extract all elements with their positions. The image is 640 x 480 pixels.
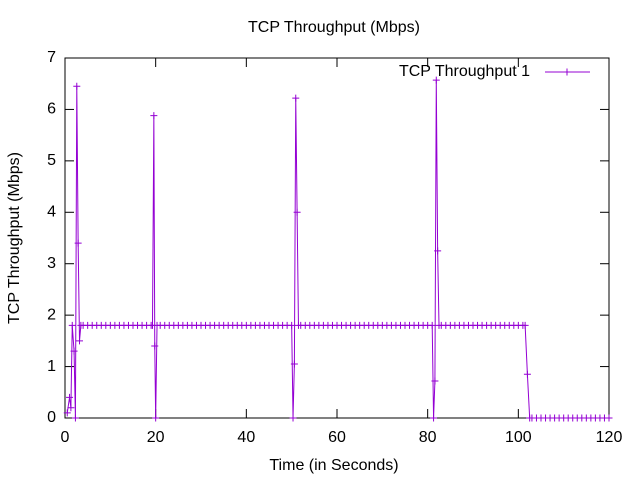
legend-marker bbox=[563, 68, 571, 76]
x-tick-label: 80 bbox=[419, 429, 437, 446]
point-marker bbox=[428, 321, 436, 329]
y-tick-label: 0 bbox=[47, 409, 56, 426]
point-marker bbox=[151, 342, 159, 350]
y-tick-label: 2 bbox=[47, 306, 56, 323]
y-axis-label: TCP Throughput (Mbps) bbox=[6, 152, 23, 324]
point-marker bbox=[434, 247, 442, 255]
x-axis-label: Time (in Seconds) bbox=[269, 457, 398, 474]
point-marker bbox=[71, 414, 79, 422]
point-marker bbox=[431, 377, 439, 385]
x-tick-label: 120 bbox=[596, 429, 623, 446]
point-marker bbox=[73, 82, 81, 90]
point-marker bbox=[290, 360, 298, 368]
point-marker bbox=[76, 337, 84, 345]
point-marker bbox=[68, 321, 76, 329]
y-tick-label: 4 bbox=[47, 204, 56, 221]
point-marker bbox=[523, 370, 531, 378]
point-marker bbox=[288, 321, 296, 329]
point-marker bbox=[605, 414, 613, 422]
point-marker bbox=[63, 409, 71, 417]
point-marker bbox=[521, 321, 529, 329]
y-tick-label: 7 bbox=[47, 49, 56, 66]
x-tick-label: 40 bbox=[237, 429, 255, 446]
legend-label: TCP Throughput 1 bbox=[399, 63, 530, 80]
chart-title: TCP Throughput (Mbps) bbox=[248, 19, 420, 36]
point-marker bbox=[152, 414, 160, 422]
point-marker bbox=[432, 76, 440, 84]
x-tick-label: 60 bbox=[328, 429, 346, 446]
point-marker bbox=[74, 239, 82, 247]
point-marker bbox=[70, 347, 78, 355]
point-marker bbox=[67, 404, 75, 412]
y-tick-label: 1 bbox=[47, 358, 56, 375]
point-marker bbox=[66, 393, 74, 401]
x-tick-label: 100 bbox=[505, 429, 532, 446]
x-tick-label: 0 bbox=[61, 429, 70, 446]
point-marker bbox=[292, 94, 300, 102]
point-marker bbox=[430, 414, 438, 422]
y-tick-label: 3 bbox=[47, 255, 56, 272]
x-tick-label: 20 bbox=[147, 429, 165, 446]
point-marker bbox=[289, 414, 297, 422]
point-marker bbox=[293, 208, 301, 216]
y-tick-label: 5 bbox=[47, 152, 56, 169]
point-marker bbox=[150, 112, 158, 120]
y-tick-label: 6 bbox=[47, 101, 56, 118]
